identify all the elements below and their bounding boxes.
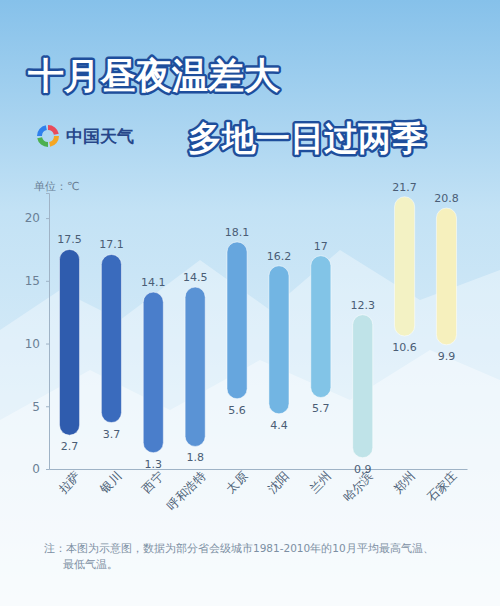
x-tick-label: 西宁 <box>140 469 167 496</box>
x-tick: 郑州 <box>391 469 418 496</box>
y-tick: 5 <box>32 400 49 414</box>
chart: 十月昼夜温差大多地一日过两季 中国天气单位：℃ 0 5 10 15 20 拉萨银川西宁呼和浩特… <box>0 0 500 606</box>
y-tick-mark <box>46 344 49 345</box>
x-tick-label: 石家庄 <box>424 469 459 504</box>
x-tick-label: 郑州 <box>391 469 418 496</box>
bars <box>59 197 456 458</box>
y-tick: 15 <box>25 274 49 288</box>
note-line: 最低气温。 <box>63 558 118 570</box>
data-label-high: 12.3 <box>350 299 375 312</box>
data-label-high: 17.5 <box>57 233 82 246</box>
y-tick-mark <box>46 406 49 407</box>
x-axis-line <box>50 469 468 470</box>
y-tick-label: 20 <box>25 211 40 225</box>
x-tick-label: 太原 <box>223 469 250 496</box>
data-label-high: 16.2 <box>267 250 292 263</box>
x-tick: 沈阳 <box>265 469 292 496</box>
logo-arc <box>37 125 47 136</box>
data-label-low: 4.4 <box>270 419 288 432</box>
y-tick: 20 <box>25 211 49 225</box>
x-axis: 拉萨银川西宁呼和浩特太原沈阳兰州哈尔滨郑州石家庄 <box>50 469 468 513</box>
data-label-low: 3.7 <box>103 428 121 441</box>
x-tick: 呼和浩特 <box>164 469 208 513</box>
data-label-low: 9.9 <box>438 350 456 363</box>
y-tick-mark <box>46 469 49 470</box>
range-bar <box>269 266 289 414</box>
y-tick: 0 <box>32 462 49 476</box>
data-label-high: 17.1 <box>99 238 124 251</box>
x-tick-label: 银川 <box>97 469 125 497</box>
unit-label: 单位：℃ <box>34 180 79 193</box>
y-tick-label: 15 <box>25 274 40 288</box>
x-tick: 拉萨 <box>56 469 83 496</box>
logo-arc <box>37 137 48 147</box>
range-bar <box>143 292 163 453</box>
x-tick-label: 拉萨 <box>56 469 83 496</box>
title: 十月昼夜温差大 <box>28 55 280 96</box>
data-label-low: 5.7 <box>312 402 330 415</box>
x-tick-label: 兰州 <box>307 469 334 496</box>
data-label-high: 21.7 <box>392 181 417 194</box>
data-label-low: 5.6 <box>228 404 246 417</box>
y-axis-line <box>46 194 50 470</box>
x-tick: 太原 <box>223 469 250 496</box>
x-tick-label: 呼和浩特 <box>164 469 208 513</box>
subtitle: 多地一日过两季 <box>188 118 426 158</box>
y-tick-mark <box>46 281 49 282</box>
data-label-high: 20.8 <box>434 192 459 205</box>
y-tick-label: 10 <box>25 337 40 351</box>
range-bar <box>59 249 79 435</box>
data-label-high: 14.1 <box>141 276 166 289</box>
range-bar <box>227 242 247 399</box>
logo-arc <box>48 125 59 135</box>
source: 中国天气 <box>66 126 134 146</box>
logo-arc <box>49 136 59 147</box>
logo: 中国天气 <box>37 125 134 147</box>
y-tick: 10 <box>25 337 49 351</box>
range-bar <box>436 208 456 345</box>
y-axis: 0 5 10 15 20 <box>25 194 50 477</box>
x-tick-label: 沈阳 <box>265 469 292 496</box>
data-label-low: 1.3 <box>145 458 163 471</box>
x-tick: 西宁 <box>140 469 167 496</box>
range-bar <box>185 287 205 446</box>
data-label-low: 0.9 <box>354 463 372 476</box>
data-label-low: 2.7 <box>61 440 79 453</box>
x-tick: 银川 <box>97 469 125 497</box>
range-bar <box>311 256 331 398</box>
background <box>0 0 500 606</box>
y-tick-label: 0 <box>32 462 40 476</box>
y-tick-mark <box>46 218 49 219</box>
decoration <box>0 250 500 606</box>
range-bar <box>353 315 373 458</box>
data-label-low: 10.6 <box>392 341 417 354</box>
data-label-high: 18.1 <box>225 226 250 239</box>
note: 注：本图为示意图，数据为部分省会级城市1981-2010年的10月平均最高气温、… <box>44 542 434 570</box>
data-label-low: 1.8 <box>186 451 204 464</box>
x-tick: 兰州 <box>307 469 334 496</box>
x-tick: 石家庄 <box>424 469 459 504</box>
range-bar <box>101 254 121 422</box>
y-tick-label: 5 <box>32 400 40 414</box>
data-label-high: 17 <box>314 240 328 253</box>
data-labels: 17.5 17.1 14.1 14.5 18.1 16.2 17 12.3 21.7 20.8 2.… <box>57 181 458 476</box>
note-line: 注：本图为示意图，数据为部分省会级城市1981-2010年的10月平均最高气温、 <box>44 542 434 554</box>
range-bar <box>395 197 415 336</box>
data-label-high: 14.5 <box>183 271 208 284</box>
